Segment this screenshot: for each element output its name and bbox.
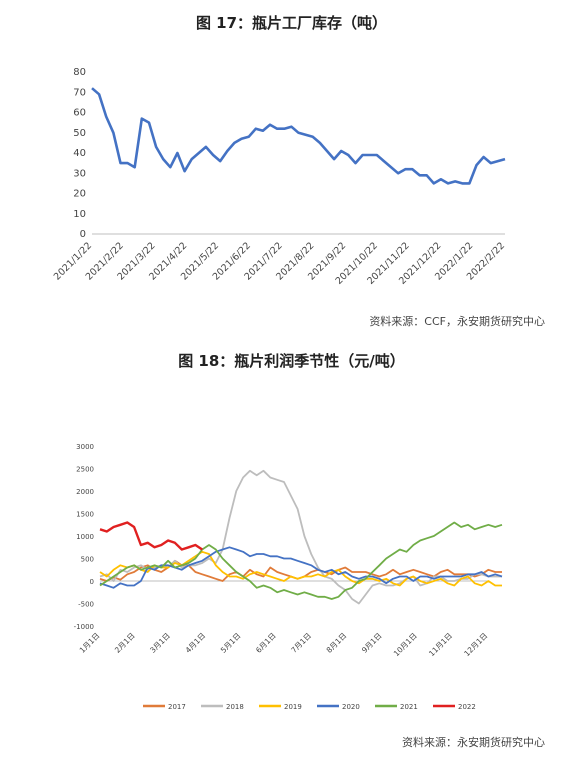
y-tick-label: 500 [81, 556, 94, 564]
chart17-plot: 010203040506070802021/1/222021/2/222021/… [52, 67, 507, 287]
y-tick-label: 2500 [76, 466, 94, 474]
x-tick-label: 6月1日 [254, 631, 278, 655]
x-tick-label: 12月1日 [462, 631, 489, 658]
series-line-2022 [99, 521, 203, 551]
x-tick-label: 9月1日 [360, 631, 384, 655]
x-tick-label: 7月1日 [289, 631, 313, 655]
chart18-plot: -1000 -500 0 500 1000 1500 2000 2500 3000 1月1日 2月1… [74, 443, 503, 711]
chart18-source: 资料来源：永安期货研究中心 [402, 736, 545, 749]
series-line-2020 [99, 546, 503, 589]
y-tick-label: 70 [73, 87, 86, 98]
x-tick-label: 4月1日 [184, 631, 208, 655]
x-tick-label: 1月1日 [78, 631, 102, 655]
chart17-title: 图 17：瓶片工厂库存（吨） [195, 14, 388, 32]
y-tick-label: 80 [73, 67, 86, 78]
y-tick-label: 1000 [76, 533, 94, 541]
y-tick-label: 1500 [76, 511, 94, 519]
y-tick-label: 10 [73, 209, 86, 220]
legend-label-2017: 2017 [168, 703, 186, 711]
legend-label-2021: 2021 [400, 703, 418, 711]
y-tick-label: 20 [73, 189, 86, 200]
y-tick-label: 30 [73, 168, 86, 179]
x-tick-label: 11月1日 [427, 631, 454, 658]
x-tick-label: 2月1日 [113, 631, 137, 655]
y-tick-label: -500 [78, 601, 94, 609]
series-line-inventory [91, 87, 506, 185]
y-tick-label: 60 [73, 108, 86, 119]
legend-label-2019: 2019 [284, 703, 302, 711]
legend-label-2020: 2020 [342, 703, 360, 711]
y-tick-label: -1000 [74, 623, 94, 631]
x-tick-label: 10月1日 [392, 631, 419, 658]
x-tick-label: 8月1日 [325, 631, 349, 655]
series-line-2018 [99, 469, 502, 605]
x-tick-label: 3月1日 [148, 631, 172, 655]
chart18-title: 图 18：瓶片利润季节性（元/吨） [178, 352, 405, 370]
y-tick-label: 0 [80, 229, 86, 240]
y-tick-label: 50 [73, 128, 86, 139]
y-tick-label: 40 [73, 148, 86, 159]
y-tick-label: 0 [90, 578, 94, 586]
x-tick-label: 5月1日 [219, 631, 243, 655]
series-line-2019 [99, 550, 502, 587]
series-line-2021 [99, 521, 503, 600]
chart17-source: 资料来源：CCF，永安期货研究中心 [369, 315, 545, 328]
legend-label-2022: 2022 [458, 703, 476, 711]
legend-label-2018: 2018 [226, 703, 244, 711]
y-tick-label: 2000 [76, 488, 94, 496]
y-tick-label: 3000 [76, 443, 94, 451]
